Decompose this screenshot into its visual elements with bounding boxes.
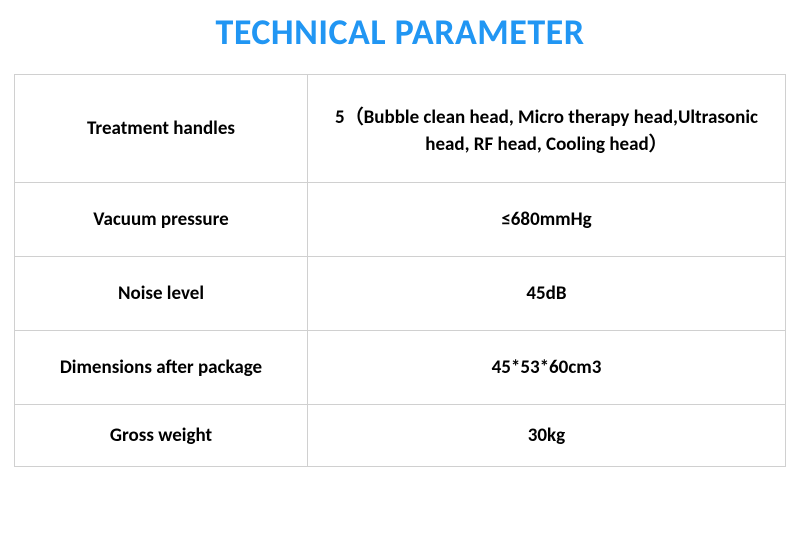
- row-label: Noise level: [15, 257, 308, 331]
- specification-table: Treatment handles 5（Bubble clean head, M…: [14, 74, 786, 467]
- row-value: 30kg: [307, 405, 785, 467]
- table-row: Treatment handles 5（Bubble clean head, M…: [15, 75, 786, 183]
- row-label: Dimensions after package: [15, 331, 308, 405]
- row-value: ≤680mmHg: [307, 183, 785, 257]
- row-value: 45*53*60cm3: [307, 331, 785, 405]
- table-body: Treatment handles 5（Bubble clean head, M…: [15, 75, 786, 467]
- row-label: Gross weight: [15, 405, 308, 467]
- table-row: Gross weight 30kg: [15, 405, 786, 467]
- row-label: Treatment handles: [15, 75, 308, 183]
- page-title: TECHNICAL PARAMETER: [14, 10, 786, 54]
- table-row: Noise level 45dB: [15, 257, 786, 331]
- row-label: Vacuum pressure: [15, 183, 308, 257]
- table-row: Vacuum pressure ≤680mmHg: [15, 183, 786, 257]
- page-container: TECHNICAL PARAMETER Treatment handles 5（…: [0, 0, 800, 467]
- table-row: Dimensions after package 45*53*60cm3: [15, 331, 786, 405]
- row-value: 5（Bubble clean head, Micro therapy head,…: [307, 75, 785, 183]
- row-value: 45dB: [307, 257, 785, 331]
